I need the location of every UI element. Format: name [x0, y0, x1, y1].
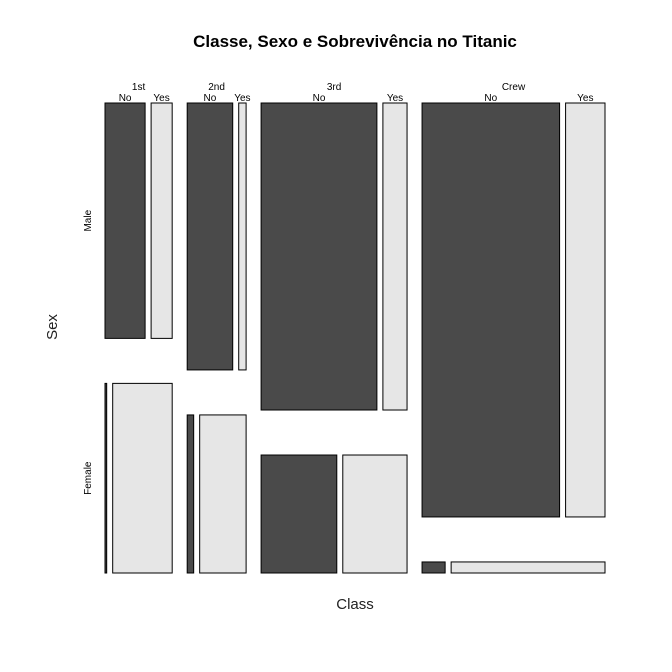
sex-label-male: Male: [83, 209, 94, 231]
tile-1st-female-no: [104, 382, 108, 574]
tile-2nd-female-no: [186, 414, 195, 574]
survived-label-3rd-no: No: [313, 93, 326, 104]
tile-3rd-female-yes: [342, 454, 408, 574]
tile-2nd-male-yes: [238, 102, 247, 371]
tile-3rd-male-yes: [382, 102, 408, 411]
tile-crew-female-no: [421, 561, 446, 574]
tile-1st-male-no: [104, 102, 146, 339]
class-label-2nd: 2nd: [208, 82, 225, 93]
tile-crew-female-yes: [450, 561, 606, 574]
survived-label-2nd-yes: Yes: [234, 93, 250, 104]
class-label-crew: Crew: [502, 82, 526, 93]
tile-crew-male-no: [421, 102, 561, 518]
tile-1st-male-yes: [150, 102, 173, 339]
class-label-1st: 1st: [132, 82, 146, 93]
survived-label-crew-no: No: [484, 93, 497, 104]
tile-crew-male-yes: [565, 102, 606, 518]
y-axis-label: Sex: [44, 314, 61, 340]
survived-label-crew-yes: Yes: [577, 93, 593, 104]
survived-label-2nd-no: No: [204, 93, 217, 104]
tile-2nd-female-yes: [199, 414, 247, 574]
mosaic-tiles: [104, 102, 606, 574]
survived-label-1st-no: No: [119, 93, 132, 104]
x-axis-label: Class: [336, 596, 374, 613]
survived-label-1st-yes: Yes: [153, 93, 169, 104]
tile-3rd-male-no: [260, 102, 378, 411]
sex-label-female: Female: [83, 461, 94, 495]
tile-3rd-female-no: [260, 454, 338, 574]
survived-label-3rd-yes: Yes: [387, 93, 403, 104]
tile-2nd-male-no: [186, 102, 234, 371]
chart-title: Classe, Sexo e Sobrevivência no Titanic: [193, 32, 517, 51]
class-label-3rd: 3rd: [327, 82, 341, 93]
tile-1st-female-yes: [112, 382, 173, 574]
